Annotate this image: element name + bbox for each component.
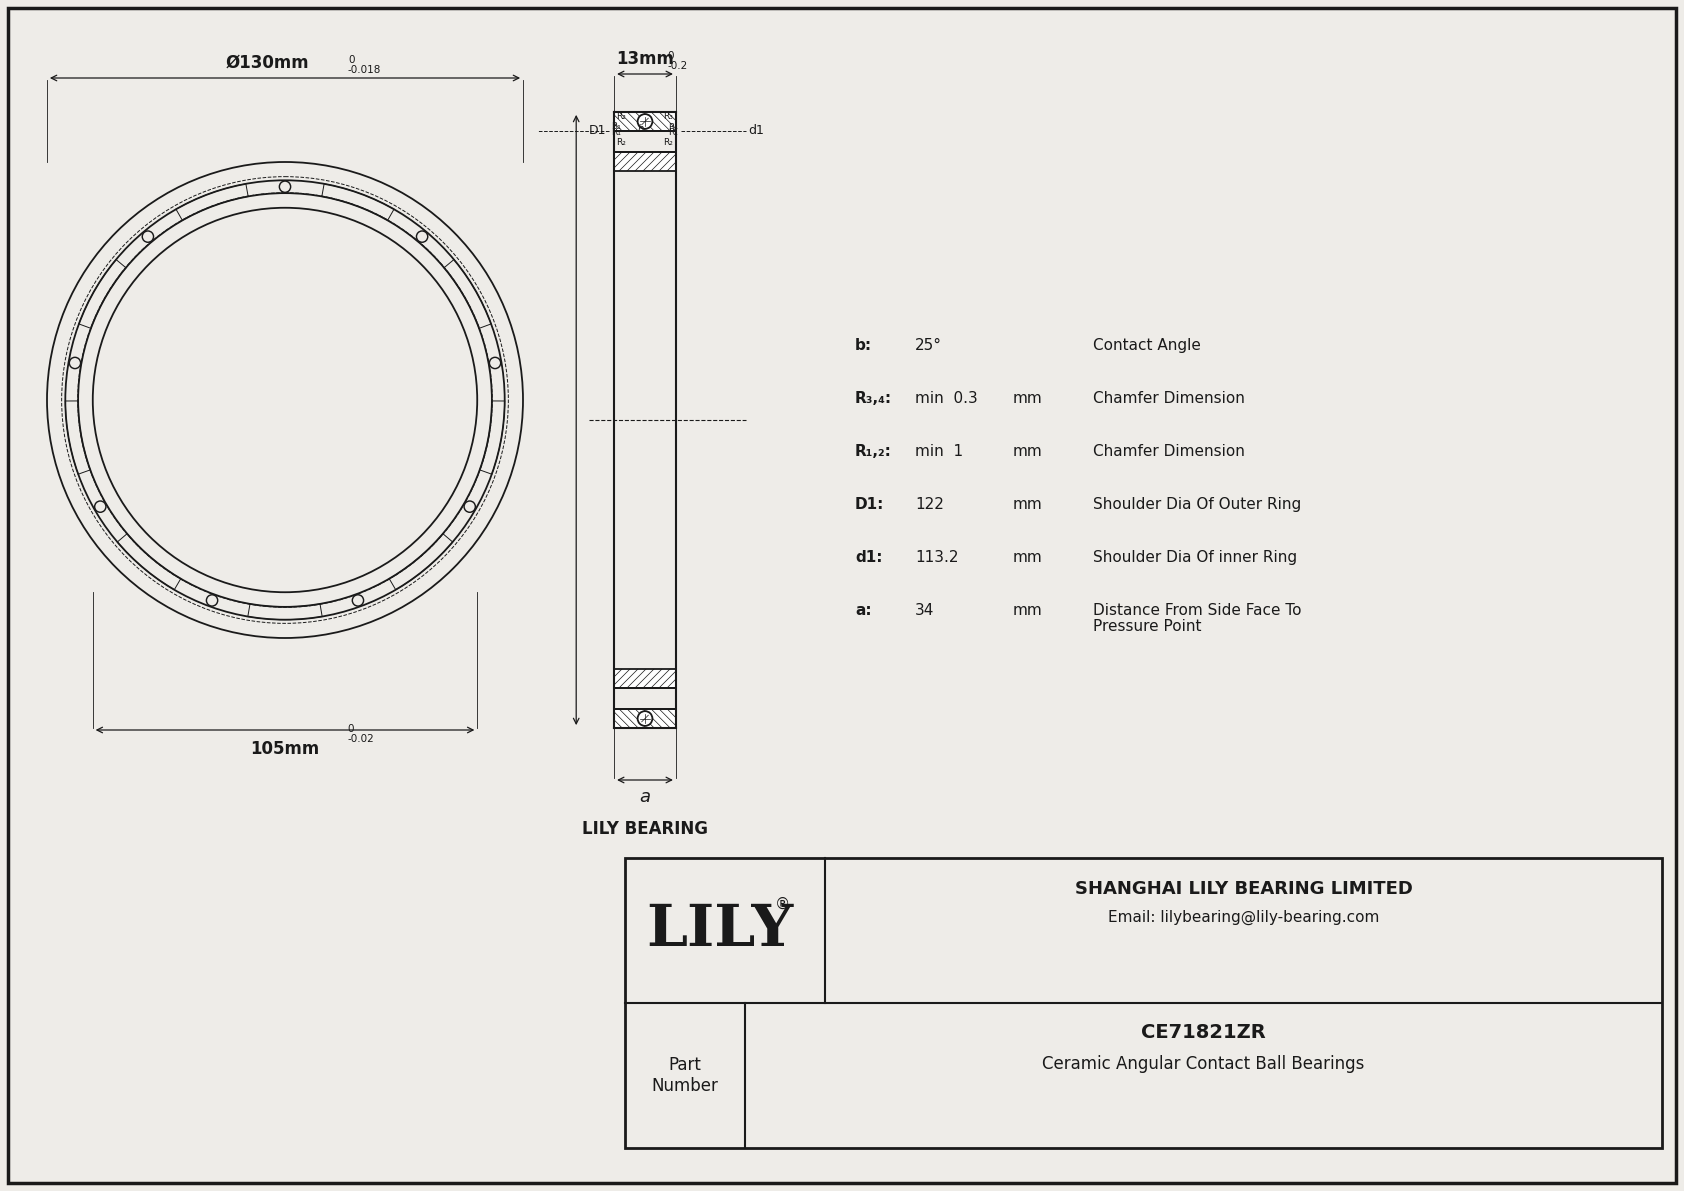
Text: Ø130mm: Ø130mm <box>226 54 308 71</box>
Text: SHANGHAI LILY BEARING LIMITED: SHANGHAI LILY BEARING LIMITED <box>1074 880 1413 898</box>
Text: Part
Number: Part Number <box>652 1056 719 1095</box>
Text: min  0.3: min 0.3 <box>914 391 978 406</box>
Circle shape <box>638 711 652 727</box>
Text: R₂: R₂ <box>663 138 672 146</box>
Text: mm: mm <box>1014 603 1042 618</box>
Bar <box>615 112 675 131</box>
Text: R₁,₂:: R₁,₂: <box>855 444 893 459</box>
Text: Ceramic Angular Contact Ball Bearings: Ceramic Angular Contact Ball Bearings <box>1042 1055 1364 1073</box>
Text: mm: mm <box>1014 444 1042 459</box>
Bar <box>615 669 675 688</box>
Circle shape <box>280 181 291 193</box>
Text: 0: 0 <box>349 55 355 66</box>
Polygon shape <box>615 131 675 151</box>
Circle shape <box>490 357 500 368</box>
Text: b: b <box>638 125 643 135</box>
Circle shape <box>94 501 106 512</box>
Bar <box>615 151 675 172</box>
Text: R₁: R₁ <box>611 127 621 137</box>
Text: Chamfer Dimension: Chamfer Dimension <box>1093 391 1244 406</box>
Text: Email: lilybearing@lily-bearing.com: Email: lilybearing@lily-bearing.com <box>1108 910 1379 925</box>
Text: b:: b: <box>855 338 872 353</box>
Text: mm: mm <box>1014 497 1042 512</box>
Polygon shape <box>615 709 675 728</box>
Text: R₂: R₂ <box>616 138 626 146</box>
Text: LILY BEARING: LILY BEARING <box>583 819 707 838</box>
Text: Chamfer Dimension: Chamfer Dimension <box>1093 444 1244 459</box>
Text: 13mm: 13mm <box>616 50 674 68</box>
Text: R₁: R₁ <box>611 121 621 131</box>
Text: 34: 34 <box>914 603 935 618</box>
Text: 122: 122 <box>914 497 943 512</box>
Text: mm: mm <box>1014 391 1042 406</box>
Text: Pressure Point: Pressure Point <box>1093 619 1201 634</box>
Circle shape <box>352 594 364 606</box>
Bar <box>615 709 675 728</box>
Polygon shape <box>615 151 675 172</box>
Bar <box>625 858 1662 1148</box>
Text: CE71821ZR: CE71821ZR <box>1142 1023 1266 1042</box>
Text: Shoulder Dia Of Outer Ring: Shoulder Dia Of Outer Ring <box>1093 497 1302 512</box>
Text: R₃: R₃ <box>663 112 672 121</box>
Circle shape <box>465 501 475 512</box>
Text: 0: 0 <box>347 724 354 734</box>
Text: min  1: min 1 <box>914 444 963 459</box>
Text: 113.2: 113.2 <box>914 550 958 565</box>
Text: -0.2: -0.2 <box>667 61 687 71</box>
Polygon shape <box>615 688 675 709</box>
Text: a: a <box>640 788 650 806</box>
Text: ®: ® <box>775 897 790 912</box>
Text: mm: mm <box>1014 550 1042 565</box>
Circle shape <box>69 357 81 368</box>
Text: 0: 0 <box>667 51 674 61</box>
Polygon shape <box>615 112 675 131</box>
Text: 25°: 25° <box>914 338 941 353</box>
Text: LILY: LILY <box>647 903 793 959</box>
Text: R₂: R₂ <box>616 112 626 121</box>
Circle shape <box>416 231 428 242</box>
Text: -0.02: -0.02 <box>347 734 374 744</box>
Text: Contact Angle: Contact Angle <box>1093 338 1201 353</box>
Polygon shape <box>615 669 675 688</box>
Text: a:: a: <box>855 603 872 618</box>
Text: R₃,₄:: R₃,₄: <box>855 391 893 406</box>
Text: -0.018: -0.018 <box>349 66 381 75</box>
Text: d1:: d1: <box>855 550 882 565</box>
Circle shape <box>207 594 217 606</box>
Circle shape <box>141 231 153 242</box>
Text: D1: D1 <box>589 124 606 137</box>
Text: D1:: D1: <box>855 497 884 512</box>
Circle shape <box>638 114 652 129</box>
Text: Distance From Side Face To: Distance From Side Face To <box>1093 603 1302 618</box>
Text: R₁: R₁ <box>669 127 677 137</box>
Text: 105mm: 105mm <box>251 740 320 757</box>
Text: Shoulder Dia Of inner Ring: Shoulder Dia Of inner Ring <box>1093 550 1297 565</box>
Text: R₄: R₄ <box>669 123 677 132</box>
Text: d1: d1 <box>748 124 763 137</box>
